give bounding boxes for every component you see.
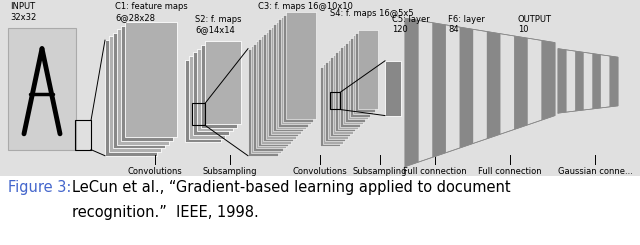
Bar xyxy=(340,48,360,126)
Polygon shape xyxy=(541,40,555,120)
Bar xyxy=(263,34,293,141)
Polygon shape xyxy=(487,32,500,139)
Text: LeCun et al., “Gradient-based learning applied to document: LeCun et al., “Gradient-based learning a… xyxy=(72,180,511,195)
Polygon shape xyxy=(558,49,618,113)
Text: C1: feature maps
6@28x28: C1: feature maps 6@28x28 xyxy=(115,2,188,22)
Polygon shape xyxy=(514,36,528,130)
Polygon shape xyxy=(609,56,618,107)
Bar xyxy=(266,32,296,139)
Bar xyxy=(250,46,280,153)
Polygon shape xyxy=(432,23,446,157)
Text: S2: f. maps
6@14x14: S2: f. maps 6@14x14 xyxy=(195,15,241,34)
Bar xyxy=(278,19,308,126)
Bar xyxy=(353,35,372,114)
Bar xyxy=(109,37,161,152)
Text: C3: f. maps 16@10x10: C3: f. maps 16@10x10 xyxy=(258,2,353,12)
Bar xyxy=(355,33,375,112)
Bar xyxy=(271,27,301,134)
Bar xyxy=(273,24,303,131)
Bar xyxy=(255,41,285,148)
Text: Figure 3:: Figure 3: xyxy=(8,180,72,195)
Polygon shape xyxy=(405,18,419,167)
Bar xyxy=(285,12,316,119)
Bar xyxy=(105,40,157,156)
Bar xyxy=(325,62,345,141)
Bar xyxy=(185,60,221,142)
Polygon shape xyxy=(558,49,566,113)
Bar xyxy=(348,40,367,119)
Bar xyxy=(248,49,278,156)
Bar xyxy=(192,103,205,125)
Bar xyxy=(117,29,169,145)
Bar xyxy=(342,45,362,124)
Bar xyxy=(268,29,298,136)
Bar xyxy=(75,121,91,150)
Bar xyxy=(385,61,401,116)
Text: INPUT
32x32: INPUT 32x32 xyxy=(10,2,36,22)
Bar xyxy=(205,41,241,124)
Bar xyxy=(113,33,165,148)
Bar xyxy=(253,44,283,151)
Bar xyxy=(345,43,365,122)
Text: Subsampling: Subsampling xyxy=(353,167,407,176)
Text: Convolutions: Convolutions xyxy=(127,167,182,176)
Text: C5: layer
120: C5: layer 120 xyxy=(392,15,429,34)
Text: Gaussian conne...: Gaussian conne... xyxy=(557,167,632,176)
Text: Full connection: Full connection xyxy=(478,167,542,176)
Polygon shape xyxy=(592,53,601,109)
Bar xyxy=(330,92,340,110)
Bar xyxy=(333,55,353,134)
Bar xyxy=(193,52,229,135)
Polygon shape xyxy=(460,27,473,148)
Bar xyxy=(121,25,173,141)
Text: OUTPUT
10: OUTPUT 10 xyxy=(518,15,552,34)
Text: recognition.”  IEEE, 1998.: recognition.” IEEE, 1998. xyxy=(72,205,259,220)
Bar xyxy=(358,30,378,110)
Bar xyxy=(258,39,288,146)
Text: S4: f. maps 16@5x5: S4: f. maps 16@5x5 xyxy=(330,9,413,17)
Bar xyxy=(260,37,291,144)
Text: Subsampling: Subsampling xyxy=(203,167,257,176)
Bar xyxy=(125,22,177,137)
Polygon shape xyxy=(575,51,584,111)
Bar xyxy=(320,67,340,146)
Bar xyxy=(335,52,355,131)
Bar xyxy=(189,56,225,139)
Polygon shape xyxy=(405,18,555,167)
Bar xyxy=(201,45,237,128)
Bar xyxy=(337,50,358,129)
Text: F6: layer
84: F6: layer 84 xyxy=(448,15,485,34)
Text: Full connection: Full connection xyxy=(403,167,467,176)
Bar xyxy=(280,17,310,124)
Bar xyxy=(283,15,313,122)
Text: Convolutions: Convolutions xyxy=(292,167,348,176)
Bar xyxy=(323,64,342,144)
Bar xyxy=(328,60,348,139)
Bar xyxy=(8,28,76,150)
Bar xyxy=(350,38,370,117)
Bar xyxy=(197,49,233,131)
Bar xyxy=(275,22,305,129)
Bar xyxy=(330,57,350,136)
